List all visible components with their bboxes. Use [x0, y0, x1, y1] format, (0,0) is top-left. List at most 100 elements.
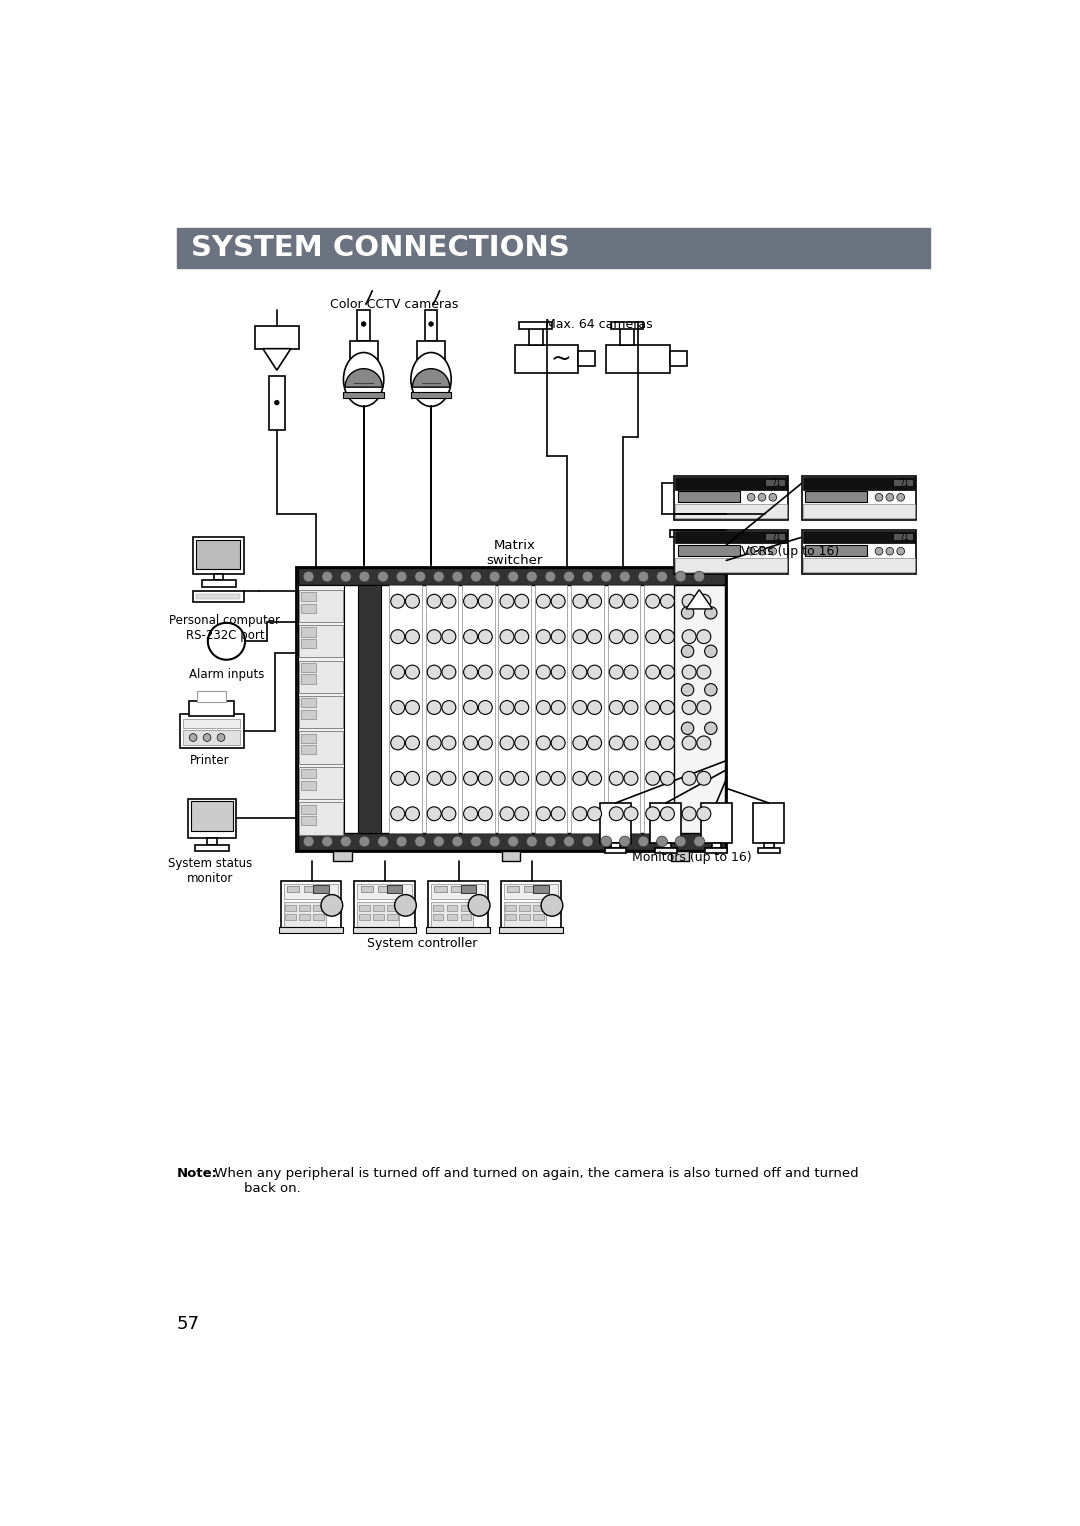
Bar [299, 905, 310, 911]
Circle shape [478, 700, 492, 714]
Bar [299, 696, 342, 728]
Bar [193, 591, 243, 601]
Circle shape [551, 772, 565, 786]
Circle shape [896, 493, 905, 501]
Polygon shape [262, 348, 291, 371]
Bar [519, 914, 530, 920]
Circle shape [681, 722, 693, 734]
Text: Matrix
switcher: Matrix switcher [487, 539, 543, 566]
Bar [705, 848, 727, 853]
Circle shape [442, 807, 456, 821]
Bar [608, 584, 640, 833]
Circle shape [661, 700, 674, 714]
Bar [378, 887, 390, 893]
Circle shape [500, 630, 514, 644]
Circle shape [609, 594, 623, 609]
Circle shape [478, 772, 492, 786]
Circle shape [683, 594, 697, 609]
Bar [299, 914, 310, 920]
Bar [446, 914, 458, 920]
Circle shape [624, 807, 638, 821]
Circle shape [769, 548, 777, 555]
Bar [675, 559, 786, 572]
Circle shape [551, 665, 565, 679]
Circle shape [442, 700, 456, 714]
Circle shape [541, 894, 563, 916]
Bar [387, 905, 397, 911]
Circle shape [572, 736, 586, 749]
Bar [534, 905, 544, 911]
Circle shape [551, 630, 565, 644]
Bar [661, 842, 671, 848]
Bar [674, 584, 725, 833]
Bar [501, 881, 562, 931]
Wedge shape [345, 369, 382, 388]
Circle shape [500, 665, 514, 679]
Bar [460, 885, 476, 893]
Circle shape [661, 772, 674, 786]
Circle shape [693, 836, 704, 847]
Circle shape [551, 807, 565, 821]
Bar [675, 504, 786, 517]
Bar [255, 325, 298, 348]
Bar [656, 848, 677, 853]
Bar [674, 476, 788, 520]
Circle shape [704, 645, 717, 658]
Bar [804, 559, 915, 572]
Bar [433, 914, 444, 920]
Circle shape [896, 548, 905, 555]
Bar [505, 914, 516, 920]
Circle shape [693, 571, 704, 581]
Bar [359, 905, 369, 911]
Bar [460, 905, 471, 911]
Circle shape [609, 700, 623, 714]
Text: 71: 71 [899, 479, 908, 488]
Circle shape [274, 400, 279, 404]
Circle shape [747, 548, 755, 555]
Circle shape [391, 700, 405, 714]
Text: Note:: Note: [177, 1167, 218, 1180]
Bar [499, 926, 563, 932]
Bar [650, 803, 681, 842]
Bar [183, 719, 241, 728]
Circle shape [638, 571, 649, 581]
Bar [373, 905, 383, 911]
Bar [350, 340, 378, 363]
Circle shape [362, 322, 366, 327]
Circle shape [396, 836, 407, 847]
Bar [373, 914, 383, 920]
Bar [301, 816, 316, 826]
Circle shape [526, 836, 537, 847]
Text: 57: 57 [177, 1315, 200, 1334]
Bar [529, 328, 542, 345]
Circle shape [582, 571, 593, 581]
Circle shape [600, 571, 611, 581]
Circle shape [646, 700, 660, 714]
Circle shape [551, 736, 565, 749]
Bar [269, 375, 284, 429]
Bar [299, 766, 342, 800]
Bar [451, 887, 463, 893]
Circle shape [428, 700, 441, 714]
Bar [605, 848, 626, 853]
Bar [285, 914, 296, 920]
Bar [675, 531, 786, 543]
Text: Personal computer
RS-232C port: Personal computer RS-232C port [170, 615, 281, 642]
Circle shape [515, 772, 529, 786]
Circle shape [681, 607, 693, 620]
Circle shape [758, 493, 766, 501]
Circle shape [322, 571, 333, 581]
Bar [501, 852, 521, 861]
Bar [361, 887, 373, 893]
Bar [197, 540, 241, 569]
Bar [701, 803, 732, 842]
Bar [284, 902, 326, 926]
Ellipse shape [410, 353, 451, 406]
Text: Printer: Printer [190, 754, 230, 768]
Circle shape [551, 700, 565, 714]
Circle shape [537, 807, 551, 821]
Circle shape [537, 772, 551, 786]
Circle shape [683, 736, 697, 749]
Circle shape [609, 665, 623, 679]
Text: System status
monitor: System status monitor [168, 858, 253, 885]
